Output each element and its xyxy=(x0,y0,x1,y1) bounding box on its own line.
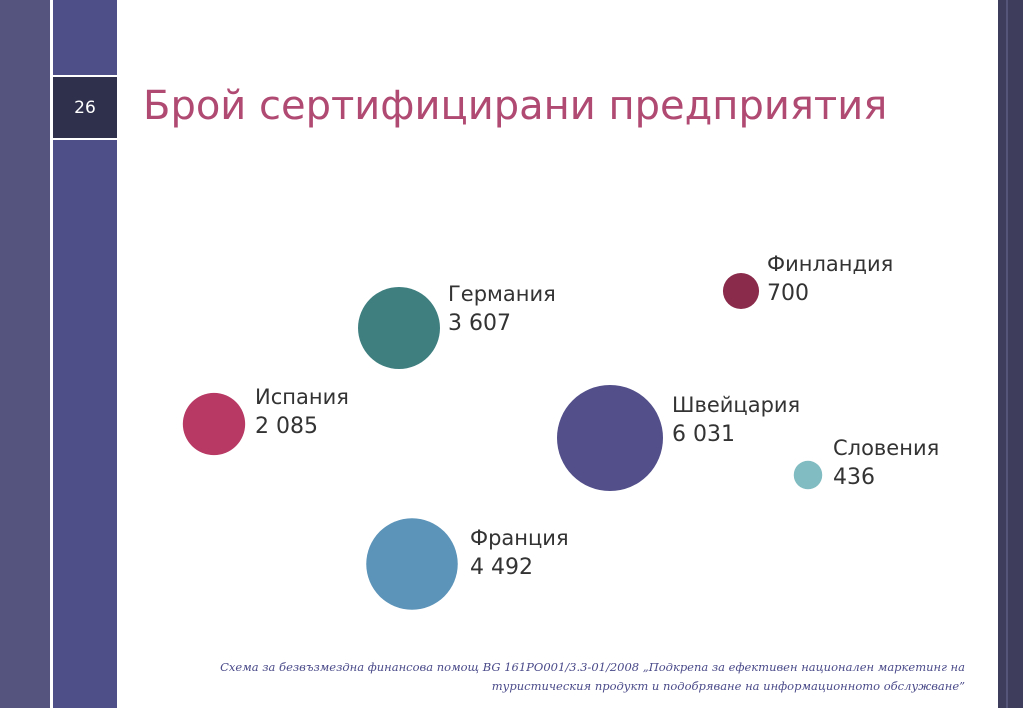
bubble-name: Словения xyxy=(833,436,939,460)
bubble xyxy=(358,287,440,369)
number-box xyxy=(53,77,117,138)
bubble-value: 700 xyxy=(767,281,809,306)
footer-line: Схема за безвъзмездна финансова помощ BG… xyxy=(220,660,965,674)
bubble xyxy=(793,460,823,490)
right-line xyxy=(1006,0,1008,708)
bubble xyxy=(366,518,458,610)
bubble-value: 436 xyxy=(833,465,875,490)
bubble-name: Франция xyxy=(470,526,569,550)
divider xyxy=(53,75,117,77)
bubble-name: Испания xyxy=(255,385,349,409)
slide-number: 26 xyxy=(74,98,96,118)
bubble-value: 3 607 xyxy=(448,311,511,336)
bubble-name: Германия xyxy=(448,282,556,306)
bubble-value: 2 085 xyxy=(255,414,318,439)
footer-line: туристическия продукт и подобряване на и… xyxy=(492,679,965,693)
right-band xyxy=(998,0,1023,708)
bubble xyxy=(557,385,663,491)
slide-title: Брой сертифицирани предприятия xyxy=(143,83,887,129)
left-band xyxy=(0,0,50,708)
bubble-name: Финландия xyxy=(767,252,893,276)
bubble-value: 4 492 xyxy=(470,555,533,580)
bubble-value: 6 031 xyxy=(672,422,735,447)
bubble xyxy=(722,272,760,310)
bubble xyxy=(182,392,246,456)
divider xyxy=(53,138,117,140)
bubble-name: Швейцария xyxy=(672,393,800,417)
